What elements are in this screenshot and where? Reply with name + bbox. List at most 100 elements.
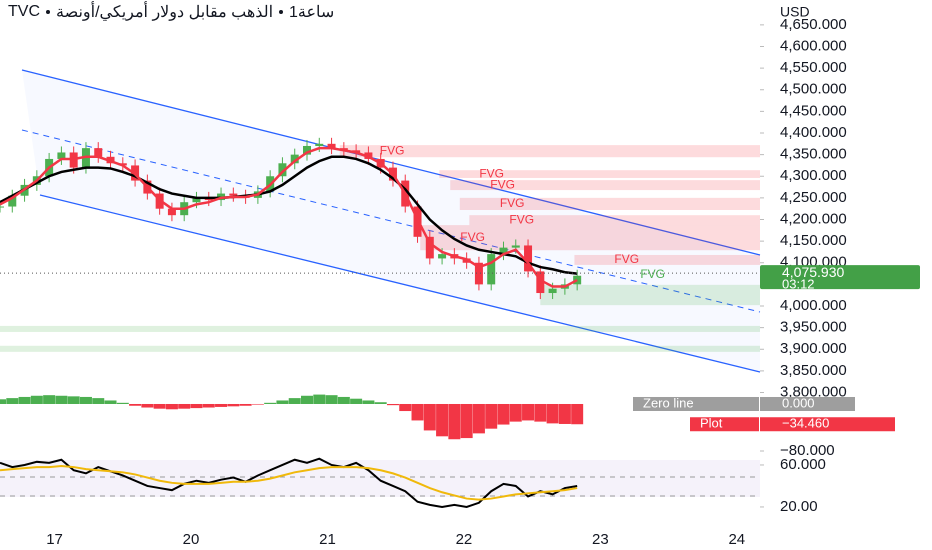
badge-value-bg bbox=[760, 396, 855, 411]
candle bbox=[511, 245, 520, 248]
histogram-bar bbox=[485, 403, 498, 429]
histogram-bar bbox=[497, 403, 510, 425]
currency: USD bbox=[780, 4, 810, 20]
y-tick-label: 4,400.000 bbox=[780, 124, 847, 141]
line-series bbox=[0, 146, 578, 288]
histogram-bar bbox=[92, 398, 105, 404]
candle bbox=[327, 143, 336, 149]
histogram-bar bbox=[67, 396, 80, 404]
fvg-label: FVG bbox=[500, 196, 525, 210]
histogram-bar bbox=[509, 403, 522, 422]
y-tick-label: 4,550.000 bbox=[780, 59, 847, 76]
histogram-bar bbox=[288, 398, 301, 404]
separator bbox=[279, 10, 284, 14]
histogram-bar bbox=[79, 396, 92, 404]
y-tick-label: 20.00 bbox=[780, 498, 818, 515]
x-tick-label: 23 bbox=[592, 531, 609, 548]
y-tick-label: 4,500.000 bbox=[780, 81, 847, 98]
header: TVC الذهب مقابل دولار أمريكي/أونصة 1ساعة bbox=[8, 2, 335, 22]
y-tick-label: −80.000 bbox=[780, 442, 835, 459]
histogram-bar bbox=[264, 402, 277, 404]
y-tick-label: 3,800.000 bbox=[780, 383, 847, 400]
histogram-bar bbox=[313, 394, 326, 404]
interval: 1ساعة bbox=[289, 4, 335, 21]
candle bbox=[57, 152, 66, 159]
histogram-bar bbox=[165, 403, 178, 410]
histogram-bar bbox=[362, 400, 375, 404]
fvg-label: FVG bbox=[479, 166, 504, 180]
histogram-bar bbox=[399, 403, 412, 412]
line-series bbox=[0, 457, 578, 508]
badge-value: −34.460 bbox=[782, 416, 829, 431]
histogram-bar bbox=[30, 395, 43, 404]
histogram-bar bbox=[153, 403, 166, 409]
histogram-bar bbox=[325, 395, 338, 404]
y-tick-label: 60.000 bbox=[780, 456, 826, 473]
fvg-label: FVG bbox=[380, 143, 405, 157]
symbol: TVC bbox=[8, 3, 40, 20]
fvg-zone bbox=[339, 145, 760, 158]
fvg-zone bbox=[0, 325, 760, 332]
last-price: 4,075.930 bbox=[782, 264, 844, 280]
fvg-zone bbox=[469, 215, 760, 226]
histogram-bar bbox=[448, 403, 461, 440]
y-tick-label: 4,650.000 bbox=[780, 16, 847, 33]
histogram-bar bbox=[227, 403, 240, 407]
histogram-bar bbox=[558, 403, 571, 424]
channel-upper bbox=[21, 69, 761, 256]
fvg-label: FVG bbox=[490, 177, 515, 191]
histogram-bar bbox=[190, 403, 203, 409]
y-tick-label: 4,300.000 bbox=[780, 167, 847, 184]
line-series bbox=[0, 155, 578, 275]
histogram-bar bbox=[534, 403, 547, 422]
badge-name-bg bbox=[633, 396, 759, 411]
y-tick-label: 3,850.000 bbox=[780, 362, 847, 379]
histogram-bar bbox=[129, 403, 142, 406]
histogram-bar bbox=[6, 398, 19, 404]
y-tick-label: 3,900.000 bbox=[780, 340, 847, 357]
candle bbox=[192, 197, 201, 203]
badge-value: 0.000 bbox=[782, 395, 815, 410]
y-tick-label: 4,450.000 bbox=[780, 102, 847, 119]
histogram-bar bbox=[18, 396, 31, 404]
candle bbox=[524, 245, 533, 272]
fvg-zone bbox=[459, 197, 760, 210]
histogram-bar bbox=[178, 403, 191, 409]
histogram-bar bbox=[276, 400, 289, 404]
candle bbox=[303, 145, 312, 155]
channel-mid bbox=[21, 129, 761, 313]
candle bbox=[167, 208, 176, 216]
fvg-zone bbox=[450, 180, 760, 191]
histogram-bar bbox=[436, 403, 449, 437]
histogram-bar bbox=[0, 399, 6, 404]
y-tick-label: 4,600.000 bbox=[780, 37, 847, 54]
histogram-bar bbox=[43, 395, 56, 404]
fvg-zone bbox=[574, 254, 760, 265]
candle bbox=[290, 154, 299, 164]
candle bbox=[425, 236, 434, 259]
countdown: 03:12 bbox=[782, 277, 815, 292]
histogram-bar bbox=[374, 402, 387, 404]
badge-name: Plot bbox=[700, 416, 723, 431]
osc-band bbox=[0, 460, 760, 497]
badge-name: Zero line bbox=[643, 395, 694, 410]
y-tick-label: 3,950.000 bbox=[780, 319, 847, 336]
histogram-bar bbox=[472, 403, 485, 434]
fvg-zone bbox=[439, 170, 760, 178]
line-series bbox=[0, 465, 578, 501]
fvg-zone bbox=[420, 225, 760, 251]
y-tick-label: 4,000.000 bbox=[780, 297, 847, 314]
histogram-bar bbox=[546, 403, 559, 424]
histogram-bar bbox=[460, 403, 473, 439]
channel-fill bbox=[22, 70, 760, 372]
candle bbox=[278, 163, 287, 177]
histogram-bar bbox=[411, 403, 424, 421]
candle bbox=[229, 193, 238, 196]
fvg-label: FVG bbox=[509, 212, 534, 226]
fvg-label: FVG bbox=[460, 230, 485, 244]
candle bbox=[474, 262, 483, 285]
histogram-bar bbox=[423, 403, 436, 431]
candle bbox=[0, 206, 4, 208]
